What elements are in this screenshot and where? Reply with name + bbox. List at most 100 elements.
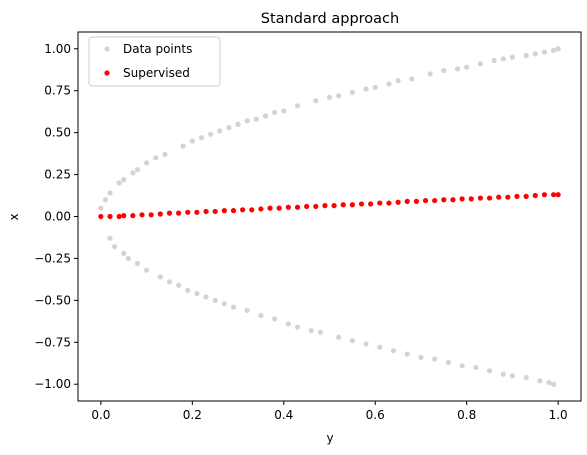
data-point-data-points (532, 51, 538, 57)
data-point-supervised (368, 201, 374, 207)
x-tick-label: 0.4 (274, 408, 293, 422)
data-point-supervised (130, 213, 136, 219)
data-point-supervised (377, 200, 383, 206)
data-point-data-points (272, 109, 278, 116)
data-point-data-points (121, 177, 127, 183)
data-point-data-points (125, 255, 131, 262)
data-point-supervised (477, 195, 483, 201)
data-point-supervised (221, 208, 227, 214)
data-point-data-points (208, 131, 214, 137)
y-tick-label: 0.00 (44, 210, 71, 224)
data-point-supervised (148, 212, 154, 218)
y-tick-label: −0.75 (34, 335, 71, 349)
data-point-data-points (550, 47, 557, 54)
data-point-data-points (116, 180, 122, 186)
legend-box (88, 36, 221, 87)
data-point-data-points (386, 81, 392, 87)
data-point-data-points (464, 64, 470, 70)
data-point-supervised (276, 205, 282, 211)
data-point-data-points (555, 46, 561, 52)
series-supervised (98, 192, 561, 220)
data-point-data-points (134, 260, 141, 267)
data-point-data-points (313, 98, 319, 104)
data-point-data-points (294, 103, 301, 109)
data-point-data-points (404, 351, 410, 357)
y-tick-label: 0.75 (44, 84, 71, 98)
data-point-data-points (377, 344, 383, 350)
x-tick-label: 0.8 (457, 408, 476, 422)
data-point-data-points (441, 67, 447, 74)
data-point-supervised (139, 212, 145, 218)
data-point-data-points (390, 348, 397, 354)
data-point-supervised (212, 208, 218, 215)
data-point-data-points (285, 321, 291, 327)
data-point-supervised (258, 206, 264, 212)
data-point-data-points (317, 329, 323, 335)
data-point-data-points (194, 291, 200, 297)
data-point-data-points (235, 121, 241, 127)
data-point-supervised (505, 194, 511, 200)
data-point-supervised (441, 197, 447, 203)
data-point-supervised (450, 197, 456, 203)
data-point-data-points (541, 49, 548, 55)
data-point-supervised (386, 200, 392, 206)
data-point-supervised (98, 213, 104, 220)
data-point-data-points (349, 89, 355, 95)
data-point-data-points (336, 334, 342, 340)
data-point-supervised (340, 202, 346, 208)
data-point-supervised (194, 209, 200, 215)
data-point-data-points (372, 84, 378, 90)
data-point-supervised (285, 204, 291, 210)
data-point-supervised (358, 201, 365, 207)
data-point-supervised (459, 196, 465, 202)
data-point-supervised (395, 199, 401, 205)
legend-marker-data-points (104, 46, 110, 52)
data-point-data-points (363, 86, 369, 92)
data-point-data-points (162, 151, 168, 158)
y-tick-label: −0.50 (34, 293, 71, 307)
data-point-data-points (185, 287, 191, 293)
chart-title: Standard approach (261, 11, 399, 27)
data-point-data-points (537, 378, 543, 384)
data-point-data-points (500, 56, 506, 62)
data-point-data-points (166, 279, 173, 285)
data-point-data-points (230, 304, 237, 310)
data-point-supervised (468, 196, 474, 202)
data-point-supervised (541, 192, 548, 198)
data-point-supervised (267, 205, 273, 211)
data-point-supervised (550, 192, 557, 198)
x-axis-label: y (326, 431, 333, 445)
data-point-supervised (514, 193, 520, 199)
y-axis: −1.00 −0.75 −0.50 −0.25 0.00 0.25 0.50 0.75 1.00 (34, 42, 78, 391)
data-point-supervised (422, 197, 429, 204)
data-point-supervised (404, 198, 410, 204)
data-point-supervised (157, 211, 163, 217)
y-axis-label: x (7, 213, 21, 220)
data-point-supervised (532, 192, 538, 199)
x-tick-label: 1.0 (549, 408, 568, 422)
data-point-data-points (262, 113, 269, 119)
data-point-data-points (121, 250, 127, 256)
data-point-data-points (130, 170, 136, 176)
data-point-data-points (363, 341, 369, 347)
y-tick-label: 0.25 (44, 168, 71, 182)
data-point-data-points (176, 282, 182, 288)
data-point-data-points (477, 61, 483, 67)
data-point-data-points (395, 78, 401, 84)
data-point-data-points (473, 364, 479, 371)
data-point-data-points (432, 356, 438, 362)
y-tick-label: 0.50 (44, 126, 71, 140)
data-point-data-points (427, 71, 433, 77)
data-point-supervised (176, 210, 182, 216)
data-point-data-points (111, 244, 118, 250)
x-tick-label: 0.0 (91, 408, 110, 422)
data-point-supervised (166, 210, 173, 216)
data-point-data-points (281, 108, 287, 114)
data-point-data-points (272, 316, 278, 322)
data-point-data-points (349, 338, 355, 344)
data-point-data-points (523, 52, 529, 59)
data-point-supervised (496, 194, 502, 200)
data-point-data-points (244, 118, 250, 124)
